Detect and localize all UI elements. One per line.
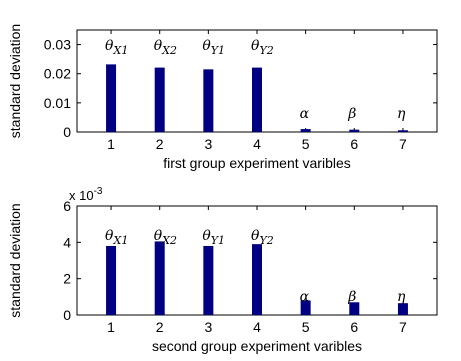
bar-label: α xyxy=(300,106,310,122)
bar xyxy=(349,129,360,132)
y-tick-label: 0.03 xyxy=(44,37,71,53)
y-tick-label: 0 xyxy=(63,124,71,140)
bar-label: η xyxy=(397,106,406,122)
bar-label-subscript: X1 xyxy=(112,44,128,57)
bar-label: θX1 xyxy=(105,228,128,247)
x-tick-label: 4 xyxy=(253,136,261,152)
y-tick-label: 0.02 xyxy=(44,66,71,82)
bar-label-symbol: β xyxy=(347,289,356,305)
bar xyxy=(252,67,262,132)
bar-label-subscript: X2 xyxy=(161,234,177,247)
x-tick-label: 7 xyxy=(399,136,407,152)
x-axis-label: first group experiment varibles xyxy=(163,155,351,171)
bar xyxy=(300,300,311,315)
y-tick-label: 4 xyxy=(63,234,71,250)
bar-label: θX2 xyxy=(154,228,177,247)
bar xyxy=(106,64,117,132)
bar-label-symbol: θ xyxy=(105,228,114,244)
x-tick-label: 6 xyxy=(350,136,358,152)
bar xyxy=(252,244,262,315)
x-tick-label: 3 xyxy=(204,136,212,152)
x-tick-label: 5 xyxy=(302,319,310,335)
exponent-power: -3 xyxy=(94,186,103,197)
bar-label-symbol: θ xyxy=(154,228,163,244)
bar-label: θY2 xyxy=(251,228,274,247)
y-axis-label: standard deviation xyxy=(7,24,23,138)
bar-label: β xyxy=(347,289,356,305)
bar-label-subscript: Y2 xyxy=(259,44,273,57)
bar-label-symbol: α xyxy=(300,289,310,305)
bar-label: θX2 xyxy=(154,38,177,57)
bar-label-symbol: η xyxy=(397,289,406,305)
y-exponent-label: x 10-3 xyxy=(69,186,103,203)
exponent-base: x 10 xyxy=(69,188,94,203)
bar-label-symbol: η xyxy=(397,106,406,122)
bar-label-symbol: θ xyxy=(251,228,260,244)
bar-label: α xyxy=(300,289,310,305)
bar-label-symbol: θ xyxy=(154,38,163,54)
x-tick-label: 1 xyxy=(107,136,115,152)
y-tick-label: 0 xyxy=(63,307,71,323)
bar-label-symbol: θ xyxy=(105,38,114,54)
bar xyxy=(397,303,408,315)
bar-label-symbol: θ xyxy=(202,38,211,54)
top-bar-chart: 00.010.020.031θX12θX23θY14θY25α6β7ηfirst… xyxy=(7,24,438,171)
bar xyxy=(154,241,165,315)
bar-label: θY2 xyxy=(251,38,274,57)
y-tick-label: 0.01 xyxy=(44,95,71,111)
x-tick-label: 6 xyxy=(350,319,358,335)
x-tick-label: 7 xyxy=(399,319,407,335)
x-axis-label: second group experiment varibles xyxy=(152,338,362,354)
x-tick-label: 2 xyxy=(156,319,164,335)
bar-label-subscript: Y1 xyxy=(211,44,225,57)
y-axis-label: standard deviation xyxy=(7,203,23,317)
x-tick-label: 2 xyxy=(156,136,164,152)
y-tick-label: 6 xyxy=(63,198,71,214)
x-tick-label: 5 xyxy=(302,136,310,152)
bar-label-subscript: Y2 xyxy=(259,234,273,247)
bar-label: θY1 xyxy=(202,38,225,57)
bar-label-subscript: X2 xyxy=(161,44,177,57)
bar-label: β xyxy=(347,106,356,122)
bar xyxy=(203,69,214,132)
bar xyxy=(106,245,117,315)
bar-label-symbol: α xyxy=(300,106,310,122)
bar-label: θX1 xyxy=(105,38,128,57)
bar-label-symbol: θ xyxy=(202,228,211,244)
bar xyxy=(349,302,360,315)
bar-label-subscript: Y1 xyxy=(211,234,225,247)
x-tick-label: 3 xyxy=(204,319,212,335)
y-tick-label: 2 xyxy=(63,271,71,287)
bar-label-subscript: X1 xyxy=(112,234,128,247)
bar xyxy=(397,130,408,132)
bar-label: η xyxy=(397,289,406,305)
x-tick-label: 4 xyxy=(253,319,261,335)
bar xyxy=(300,129,311,132)
bar xyxy=(154,67,165,132)
x-tick-label: 1 xyxy=(107,319,115,335)
bar xyxy=(203,245,214,315)
bar-label: θY1 xyxy=(202,228,225,247)
bar-label-symbol: θ xyxy=(251,38,260,54)
bar-label-symbol: β xyxy=(347,106,356,122)
